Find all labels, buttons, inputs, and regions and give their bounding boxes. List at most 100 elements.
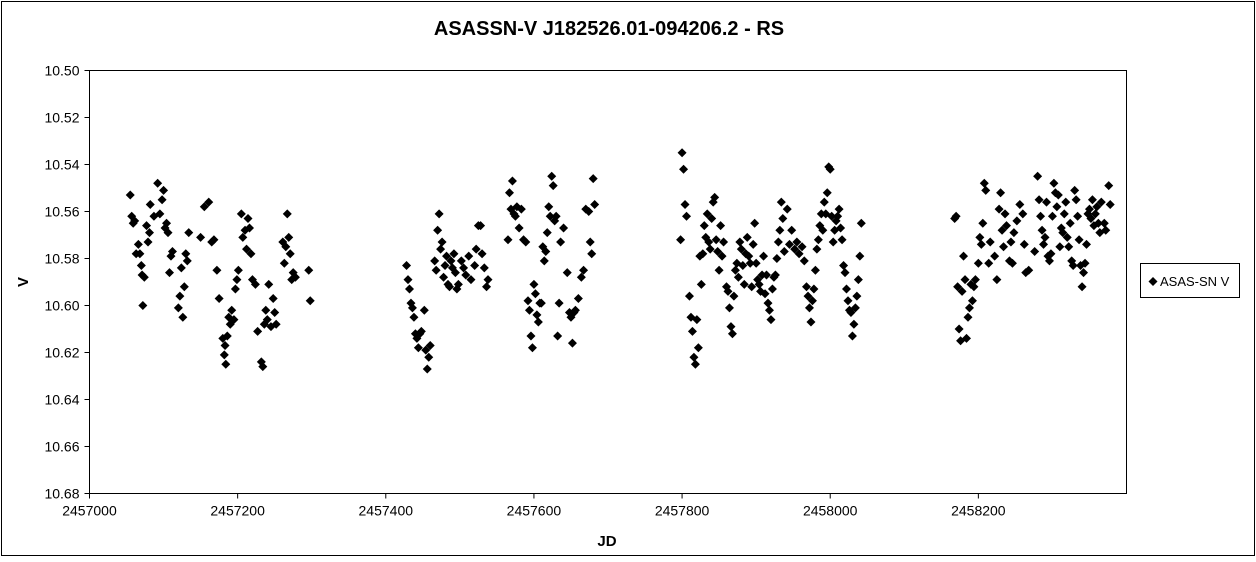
- data-point: [1052, 202, 1062, 212]
- x-axis: 2457000 2457200 2457400 2457600 2457800 24580…: [62, 493, 1006, 519]
- data-point: [130, 216, 140, 226]
- data-point: [682, 211, 692, 221]
- data-point: [1058, 228, 1068, 238]
- data-point: [1071, 195, 1081, 205]
- data-point: [803, 291, 813, 301]
- data-point: [705, 244, 715, 254]
- data-point: [222, 331, 232, 341]
- data-point: [476, 221, 486, 231]
- data-point: [812, 244, 822, 254]
- data-point: [760, 289, 770, 299]
- data-point: [1019, 239, 1029, 249]
- data-point: [807, 296, 817, 306]
- data-point: [739, 279, 749, 289]
- data-point: [142, 221, 152, 231]
- data-point: [214, 293, 224, 303]
- data-point: [981, 185, 991, 195]
- data-point: [179, 282, 189, 292]
- data-point: [797, 242, 807, 252]
- data-point: [957, 286, 967, 296]
- data-point: [230, 284, 240, 294]
- data-point: [984, 258, 994, 268]
- data-point: [1055, 242, 1065, 252]
- data-point: [1099, 218, 1109, 228]
- data-point: [407, 303, 417, 313]
- data-point: [839, 261, 849, 271]
- data-point: [439, 272, 449, 282]
- data-point: [1065, 218, 1075, 228]
- data-point: [164, 268, 174, 278]
- y-tick-label: 10.62: [44, 345, 79, 361]
- data-point: [775, 225, 785, 235]
- data-point: [526, 331, 536, 341]
- data-point: [282, 209, 292, 219]
- data-point: [143, 237, 153, 247]
- data-point: [733, 272, 743, 282]
- data-point: [735, 237, 745, 247]
- data-point: [587, 249, 597, 259]
- data-point: [178, 312, 188, 322]
- data-point: [834, 204, 844, 214]
- data-point: [1044, 256, 1054, 266]
- data-point: [840, 268, 850, 278]
- data-point: [533, 317, 543, 327]
- data-point: [567, 338, 577, 348]
- data-point: [404, 284, 414, 294]
- data-point: [402, 261, 412, 271]
- data-point: [990, 251, 1000, 261]
- data-point: [822, 188, 832, 198]
- data-point: [782, 204, 792, 214]
- data-point: [699, 221, 709, 231]
- data-point: [483, 275, 493, 285]
- data-point: [516, 204, 526, 214]
- data-point: [1064, 242, 1074, 252]
- data-point: [1086, 214, 1096, 224]
- data-point: [219, 350, 229, 360]
- data-point: [744, 251, 754, 261]
- data-point: [716, 221, 726, 231]
- data-point: [719, 237, 729, 247]
- data-point: [421, 345, 431, 355]
- data-point: [684, 291, 694, 301]
- data-point: [521, 237, 531, 247]
- data-point: [422, 364, 432, 374]
- data-point: [253, 326, 263, 336]
- data-point: [503, 235, 513, 245]
- data-point: [229, 315, 239, 325]
- data-point: [717, 251, 727, 261]
- x-axis-label: JD: [597, 533, 616, 550]
- data-point: [714, 265, 724, 275]
- data-point: [250, 279, 260, 289]
- data-point: [524, 305, 534, 315]
- data-point: [1037, 225, 1047, 235]
- data-point: [155, 209, 165, 219]
- data-point: [507, 176, 517, 186]
- data-point: [573, 293, 583, 303]
- y-tick-label: 10.52: [44, 110, 79, 126]
- data-point: [742, 232, 752, 242]
- data-point: [529, 279, 539, 289]
- data-point: [967, 296, 977, 306]
- data-point: [144, 228, 154, 238]
- data-point: [579, 265, 589, 275]
- data-point: [827, 211, 837, 221]
- data-point: [135, 249, 145, 259]
- data-point: [726, 322, 736, 332]
- x-tick-label: 2458000: [803, 503, 858, 519]
- y-tick-label: 10.60: [44, 298, 79, 314]
- data-point: [767, 284, 777, 294]
- data-point: [551, 211, 561, 221]
- data-point: [157, 195, 167, 205]
- data-point: [227, 305, 237, 315]
- data-point: [776, 197, 786, 207]
- data-point: [1104, 181, 1114, 191]
- data-point: [479, 263, 489, 273]
- data-point: [759, 251, 769, 261]
- data-point: [1073, 211, 1083, 221]
- data-point: [242, 244, 252, 254]
- legend-marker: [1148, 277, 1158, 286]
- x-tick-label: 2457400: [359, 503, 414, 519]
- data-point: [162, 218, 172, 228]
- data-point: [247, 275, 257, 285]
- data-point: [470, 261, 480, 271]
